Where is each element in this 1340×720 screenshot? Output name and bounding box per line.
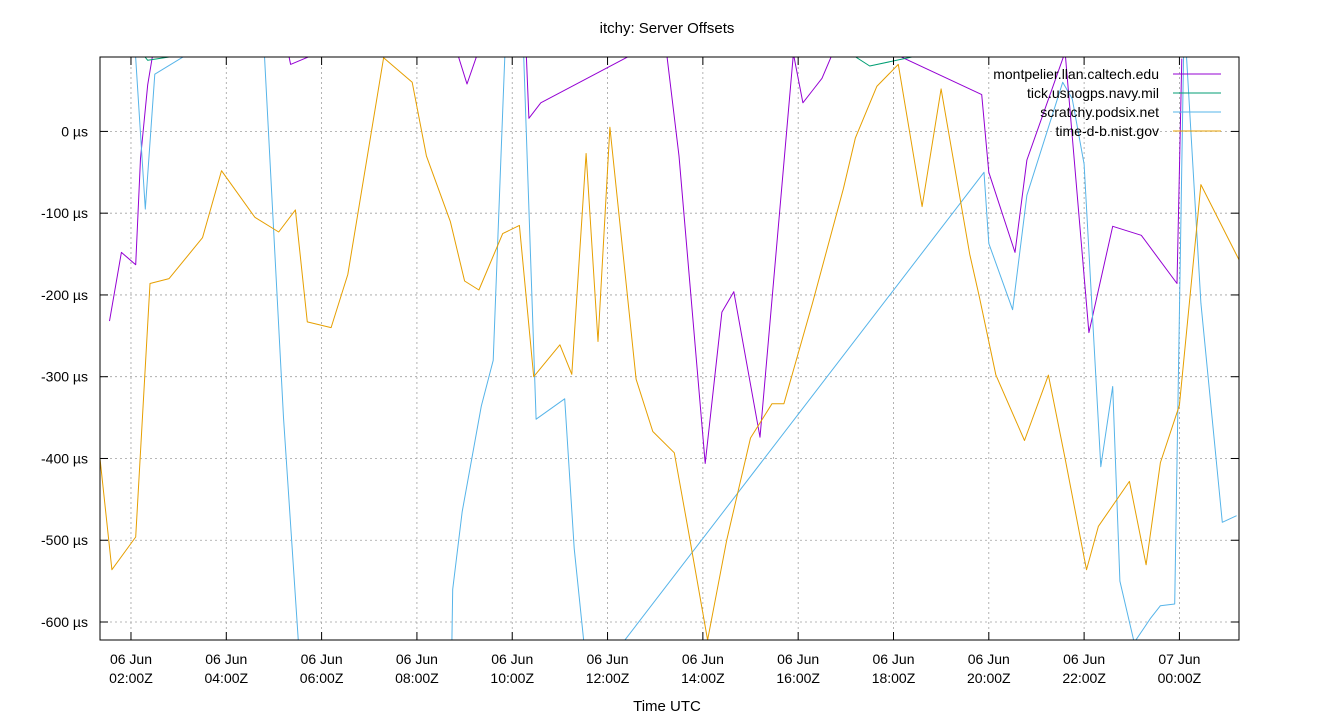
y-tick-label: -100 µs — [41, 205, 88, 221]
x-tick-label-date: 06 Jun — [491, 651, 533, 667]
x-tick-label-date: 06 Jun — [682, 651, 724, 667]
grid-lines — [100, 57, 1239, 640]
x-tick-label-time: 12:00Z — [586, 670, 630, 686]
series-lines — [100, 57, 1239, 640]
legend: montpelier.llan.caltech.edu tick.usnogps.… — [993, 66, 1221, 139]
legend-label: montpelier.llan.caltech.edu — [993, 66, 1159, 82]
x-tick-label-date: 06 Jun — [587, 651, 629, 667]
x-tick-label-date: 06 Jun — [205, 651, 247, 667]
series-line-1 — [109, 57, 1183, 464]
x-tick-label-date: 06 Jun — [872, 651, 914, 667]
x-tick-label-time: 08:00Z — [395, 670, 439, 686]
y-tick-label: -200 µs — [41, 287, 88, 303]
x-tick-label-time: 16:00Z — [776, 670, 820, 686]
x-tick-label-time: 06:00Z — [300, 670, 344, 686]
x-axis-label: Time UTC — [633, 698, 701, 715]
x-tick-label-time: 20:00Z — [967, 670, 1011, 686]
legend-label: scratchy.podsix.net — [1040, 104, 1159, 120]
legend-label: time-d-b.nist.gov — [1056, 123, 1159, 139]
x-tick-label-time: 22:00Z — [1062, 670, 1106, 686]
x-tick-label-date: 06 Jun — [968, 651, 1010, 667]
y-axis-ticks: 0 µs -100 µs -200 µs -300 µs -400 µs -500 µs -… — [41, 123, 1239, 630]
y-tick-label: -500 µs — [41, 532, 88, 548]
x-tick-label-time: 04:00Z — [204, 670, 248, 686]
x-tick-label-date: 07 Jun — [1158, 651, 1200, 667]
x-tick-label-date: 06 Jun — [301, 651, 343, 667]
x-tick-label-time: 18:00Z — [872, 670, 916, 686]
x-tick-label-time: 00:00Z — [1158, 670, 1202, 686]
y-tick-label: -300 µs — [41, 369, 88, 385]
y-tick-label: -600 µs — [41, 614, 88, 630]
x-tick-label-time: 10:00Z — [490, 670, 534, 686]
x-axis-ticks: 06 Jun 02:00Z 06 Jun 04:00Z 06 Jun 06:00Z 06 J… — [109, 57, 1202, 686]
x-tick-label-date: 06 Jun — [777, 651, 819, 667]
x-tick-label-date: 06 Jun — [1063, 651, 1105, 667]
x-tick-label-date: 06 Jun — [396, 651, 438, 667]
series-line-3 — [135, 57, 1237, 640]
y-tick-label: 0 µs — [61, 123, 88, 139]
x-tick-label-date: 06 Jun — [110, 651, 152, 667]
x-tick-label-time: 14:00Z — [681, 670, 725, 686]
series-line-4 — [100, 57, 1239, 640]
legend-label: tick.usnogps.navy.mil — [1027, 85, 1159, 101]
plot-frame — [99, 56, 1240, 641]
chart-title: itchy: Server Offsets — [600, 20, 735, 37]
y-tick-label: -400 µs — [41, 450, 88, 466]
x-tick-label-time: 02:00Z — [109, 670, 153, 686]
